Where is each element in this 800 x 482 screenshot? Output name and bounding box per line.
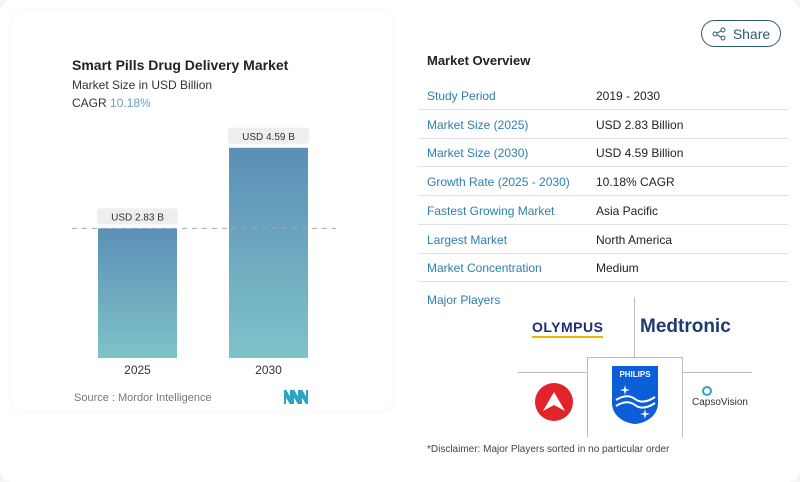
row-value: 10.18% CAGR <box>596 175 675 190</box>
x-tick-label: 2030 <box>255 363 282 377</box>
row-value: North America <box>596 232 673 247</box>
row-label: Market Size (2030) <box>427 146 529 161</box>
overview-row: Fastest Growing Market Asia Pacific <box>418 196 788 225</box>
share-icon <box>712 27 726 40</box>
data-label-bg <box>97 208 178 225</box>
olympus-logo: OLYMPUS <box>532 319 604 338</box>
row-label: Market Size (2025) <box>427 117 529 132</box>
row-value: Medium <box>596 261 639 276</box>
chart-subtitle: Market Size in USD Billion <box>72 78 213 92</box>
row-label: Fastest Growing Market <box>427 203 555 218</box>
philips-logo: PHILIPS <box>612 366 658 424</box>
row-label: Study Period <box>427 89 496 103</box>
x-tick-label: 2025 <box>124 363 151 377</box>
share-label: Share <box>732 25 771 42</box>
overview-title: Market Overview <box>427 53 531 68</box>
bar-chart: USD 2.83 B 2025 USD 4.59 B 2030 <box>72 127 336 377</box>
overview-row: Largest Market North America <box>418 225 788 254</box>
chart-title: Smart Pills Drug Delivery Market <box>72 57 289 73</box>
cagr-label: CAGR <box>72 96 107 110</box>
cagr-value: 10.18% <box>110 96 151 110</box>
major-players-title: Major Players <box>427 293 501 307</box>
overview-row: Market Size (2025) USD 2.83 Billion <box>418 110 788 139</box>
capsovision-logo: CapsoVision <box>692 386 748 408</box>
data-label: USD 4.59 B <box>242 132 295 143</box>
chart-card <box>12 12 392 410</box>
svg-text:PHILIPS: PHILIPS <box>619 370 651 379</box>
overview-row: Growth Rate (2025 - 2030) 10.18% CAGR <box>418 167 788 197</box>
mordor-logo-icon <box>284 390 308 404</box>
data-label-bg <box>228 127 309 144</box>
share-button[interactable]: Share <box>701 20 781 47</box>
row-label: Largest Market <box>427 232 508 247</box>
overview-row: Study Period 2019 - 2030 <box>418 81 788 110</box>
row-value: 2019 - 2030 <box>596 89 661 103</box>
overview-row: Market Concentration Medium <box>418 253 788 283</box>
row-label: Market Concentration <box>427 261 542 276</box>
cagr: CAGR 10.18% <box>72 96 151 110</box>
overview-row: Market Size (2030) USD 4.59 Billion <box>418 138 788 168</box>
bar-2025 <box>98 228 177 358</box>
row-value: USD 4.59 Billion <box>596 146 684 161</box>
data-label: USD 2.83 B <box>111 212 164 223</box>
bar-2030 <box>229 147 308 358</box>
row-label: Growth Rate (2025 - 2030) <box>427 175 570 190</box>
medtronic-logo: Medtronic <box>640 316 731 337</box>
row-value: USD 2.83 Billion <box>596 117 684 132</box>
source-text: Source : Mordor Intelligence <box>74 392 212 404</box>
red-triangle-logo <box>535 383 573 421</box>
disclaimer: *Disclaimer: Major Players sorted in no … <box>427 444 670 455</box>
row-value: Asia Pacific <box>596 203 659 218</box>
